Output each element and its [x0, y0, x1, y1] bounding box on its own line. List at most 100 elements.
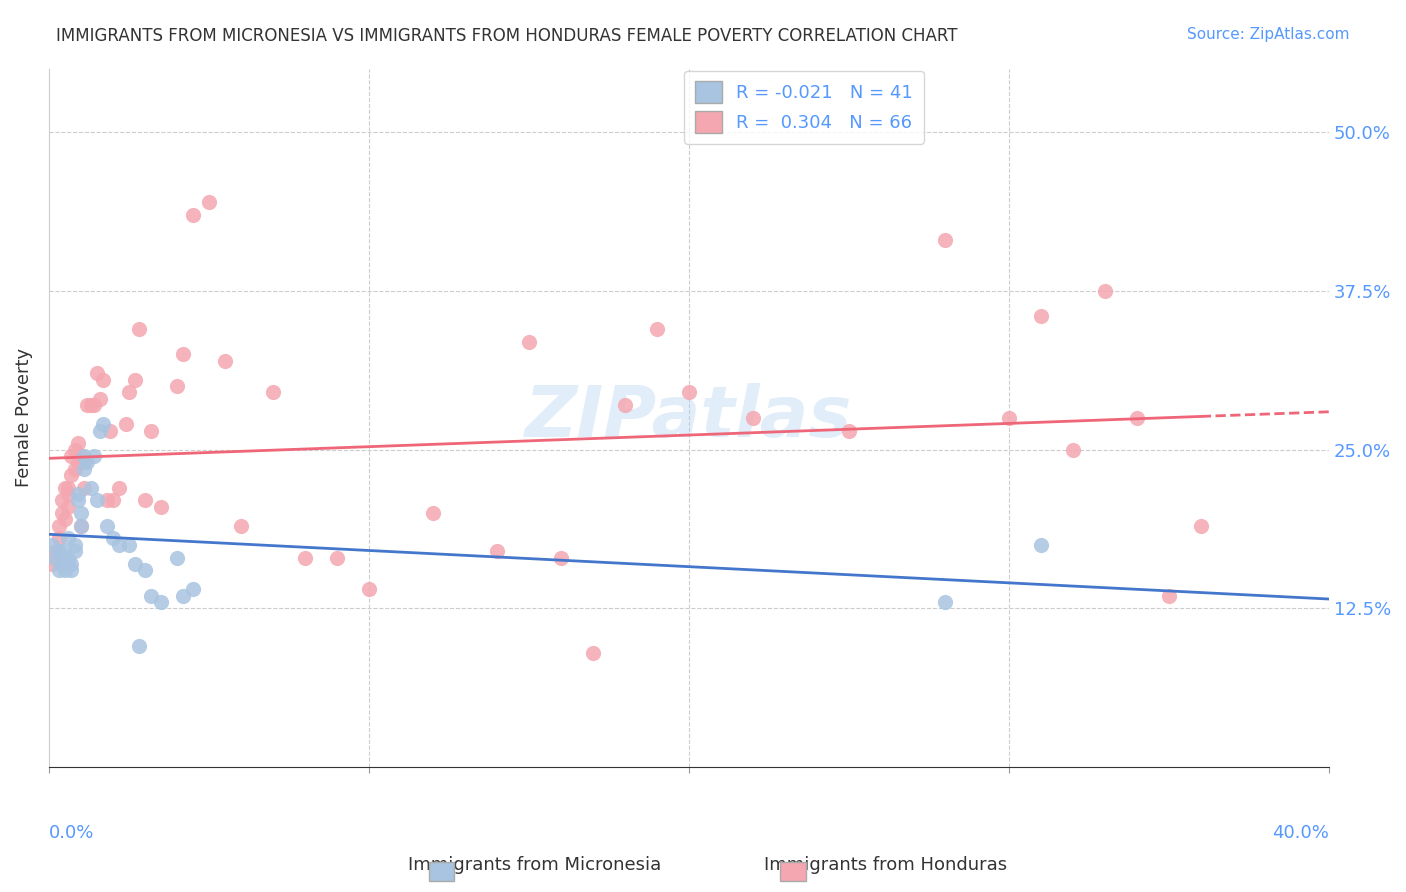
Point [128, 322, 150, 336]
Point [645, 322, 668, 336]
Point [44, 544, 66, 558]
Point [79, 398, 101, 412]
Point [56, 500, 79, 514]
Point [73, 449, 96, 463]
Point [741, 410, 763, 425]
Point [76, 398, 98, 412]
Point [66, 436, 89, 450]
Legend: R = -0.021   N = 41, R =  0.304   N = 66: R = -0.021 N = 41, R = 0.304 N = 66 [685, 70, 924, 144]
Point [124, 557, 146, 571]
Point [149, 500, 172, 514]
Point [56, 487, 79, 501]
Point [89, 424, 111, 438]
Point [118, 538, 141, 552]
Point [101, 493, 124, 508]
Point [56, 532, 79, 546]
Point [79, 481, 101, 495]
Point [422, 506, 444, 520]
Point [124, 373, 146, 387]
Point [93, 417, 115, 432]
Text: ZIPatlas: ZIPatlas [526, 384, 852, 452]
Point [1189, 518, 1212, 533]
Point [86, 493, 108, 508]
Text: 40.0%: 40.0% [1272, 824, 1329, 842]
Point [114, 417, 136, 432]
Point [89, 392, 111, 406]
Point [934, 595, 956, 609]
Point [51, 544, 73, 558]
Point [53, 563, 76, 577]
Point [53, 481, 76, 495]
Point [326, 550, 349, 565]
Point [134, 493, 156, 508]
Point [41, 538, 63, 552]
Point [51, 557, 73, 571]
Point [1029, 538, 1052, 552]
Point [214, 353, 236, 368]
Point [118, 385, 141, 400]
Point [48, 544, 70, 558]
Text: Source: ZipAtlas.com: Source: ZipAtlas.com [1187, 27, 1350, 42]
Point [166, 550, 188, 565]
Point [141, 589, 163, 603]
Point [60, 449, 83, 463]
Point [517, 334, 540, 349]
Point [70, 506, 93, 520]
Text: Immigrants from Micronesia: Immigrants from Micronesia [408, 856, 661, 874]
Point [96, 493, 118, 508]
Point [198, 194, 221, 209]
Point [108, 538, 131, 552]
Point [229, 518, 252, 533]
Point [96, 518, 118, 533]
Point [66, 493, 89, 508]
Point [678, 385, 700, 400]
Point [83, 449, 105, 463]
Point [83, 398, 105, 412]
Point [582, 646, 605, 660]
Point [1126, 410, 1149, 425]
Point [98, 424, 121, 438]
Point [149, 595, 172, 609]
Point [60, 467, 83, 482]
Point [357, 582, 380, 597]
Point [1094, 284, 1116, 298]
Point [66, 487, 89, 501]
Point [70, 518, 93, 533]
Point [51, 506, 73, 520]
Point [101, 532, 124, 546]
Point [1157, 589, 1180, 603]
Point [70, 518, 93, 533]
Text: 0.0%: 0.0% [49, 824, 94, 842]
Point [550, 550, 572, 565]
Point [53, 512, 76, 526]
Point [108, 481, 131, 495]
Point [63, 538, 86, 552]
Point [63, 442, 86, 457]
Point [56, 550, 79, 565]
Point [60, 557, 83, 571]
Point [48, 563, 70, 577]
Point [134, 563, 156, 577]
Point [1062, 442, 1084, 457]
Point [613, 398, 636, 412]
Point [934, 233, 956, 247]
Point [76, 455, 98, 469]
Point [86, 367, 108, 381]
Point [60, 563, 83, 577]
Point [73, 461, 96, 475]
Text: Immigrants from Honduras: Immigrants from Honduras [765, 856, 1007, 874]
Point [294, 550, 316, 565]
Point [485, 544, 508, 558]
Point [63, 461, 86, 475]
Y-axis label: Female Poverty: Female Poverty [15, 348, 32, 487]
Text: IMMIGRANTS FROM MICRONESIA VS IMMIGRANTS FROM HONDURAS FEMALE POVERTY CORRELATIO: IMMIGRANTS FROM MICRONESIA VS IMMIGRANTS… [56, 27, 957, 45]
Point [166, 379, 188, 393]
Point [93, 373, 115, 387]
Point [44, 550, 66, 565]
Point [172, 589, 194, 603]
Point [56, 481, 79, 495]
Point [262, 385, 284, 400]
Point [181, 208, 204, 222]
Point [73, 481, 96, 495]
Point [73, 455, 96, 469]
